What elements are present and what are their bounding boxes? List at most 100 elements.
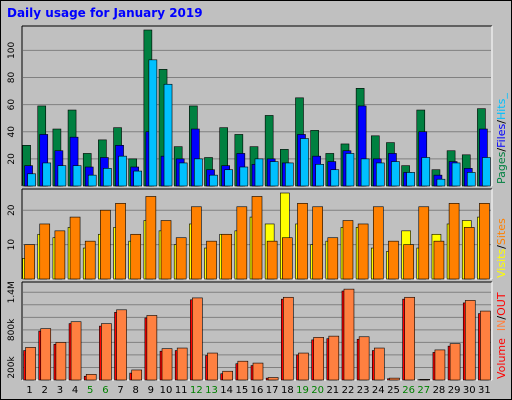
bar-in xyxy=(434,349,446,381)
bar-sites xyxy=(69,216,81,280)
bar-in xyxy=(40,328,52,381)
bar-sites xyxy=(327,237,339,280)
bar-sites xyxy=(297,203,308,280)
bar-hits xyxy=(482,157,491,187)
x-tick-label: 2 xyxy=(42,385,48,396)
bar-in xyxy=(222,370,233,381)
y-tick-label: 100 xyxy=(7,41,17,58)
bar-in xyxy=(328,335,340,381)
x-tick-label: 24 xyxy=(372,385,385,396)
bar-in xyxy=(389,377,400,381)
bar-hits xyxy=(375,162,385,187)
bar-in xyxy=(55,342,67,381)
y-tick-label: 800k xyxy=(7,318,17,341)
bar-sites xyxy=(463,227,475,280)
bar-hits xyxy=(178,162,188,187)
side-label-segment: / xyxy=(495,245,508,249)
bar-in xyxy=(298,352,309,381)
side-label-segment: Sites xyxy=(495,218,508,246)
bar-hits xyxy=(209,174,218,187)
bar-sites xyxy=(266,240,278,280)
x-tick-label: 12 xyxy=(190,385,203,396)
bar-hits xyxy=(163,83,173,187)
x-tick-label: 31 xyxy=(478,385,491,396)
bar-hits xyxy=(315,163,324,187)
bar-hits xyxy=(451,162,461,187)
bar-in xyxy=(267,377,279,381)
bar-sites xyxy=(175,237,187,280)
bar-sites xyxy=(418,206,430,280)
bar-sites xyxy=(388,240,399,280)
x-tick-label: 10 xyxy=(160,385,173,396)
bar-sites xyxy=(84,240,96,280)
y-tick-label: 10 xyxy=(7,239,17,251)
bar-sites xyxy=(236,206,248,280)
bar-sites xyxy=(39,223,51,280)
x-tick-label: 16 xyxy=(251,385,264,396)
x-tick-label: 23 xyxy=(357,385,370,396)
bar-hits xyxy=(421,157,431,187)
bar-in xyxy=(85,374,97,381)
bar-hits xyxy=(406,172,415,187)
bar-sites xyxy=(251,196,263,280)
x-tick-label: 6 xyxy=(102,385,108,396)
bar-in xyxy=(70,321,82,381)
bar-in xyxy=(116,309,127,381)
bar-in xyxy=(161,348,173,381)
bar-in xyxy=(449,343,461,381)
x-tick-label: 21 xyxy=(326,385,339,396)
bar-in xyxy=(358,336,370,381)
bar-hits xyxy=(87,174,97,187)
bar-sites xyxy=(433,240,445,280)
x-tick-label: 30 xyxy=(463,385,476,396)
bar-sites xyxy=(312,206,323,280)
bar-in xyxy=(419,379,431,381)
bar-sites xyxy=(342,220,354,280)
side-label-segment xyxy=(495,331,508,338)
x-tick-label: 22 xyxy=(342,385,355,396)
bar-sites xyxy=(160,220,172,280)
x-tick-label: 3 xyxy=(57,385,63,396)
bar-hits xyxy=(194,158,203,187)
x-tick-label: 29 xyxy=(448,385,461,396)
x-tick-label: 19 xyxy=(296,385,309,396)
bar-in xyxy=(146,315,158,381)
bar-hits xyxy=(300,138,309,187)
bar-hits xyxy=(391,161,400,187)
bar-sites xyxy=(100,209,111,280)
y-tick-label: 200k xyxy=(7,355,17,378)
bar-hits xyxy=(345,153,355,187)
bar-in xyxy=(283,296,294,381)
bar-sites xyxy=(479,203,490,280)
x-tick-label: 1 xyxy=(26,385,32,396)
bar-hits xyxy=(360,158,370,187)
x-tick-label: 4 xyxy=(72,385,78,396)
bar-hits xyxy=(57,165,67,187)
bar-sites xyxy=(221,233,232,280)
side-label-segment: Volume xyxy=(495,338,508,379)
side-label-segment: Hits_ xyxy=(495,93,508,121)
bar-sites xyxy=(191,206,202,280)
bar-sites xyxy=(145,196,157,280)
bar-hits xyxy=(436,178,446,187)
x-tick-label: 25 xyxy=(387,385,400,396)
x-tick-label: 18 xyxy=(281,385,294,396)
bar-in xyxy=(207,352,218,381)
x-tick-label: 15 xyxy=(235,385,248,396)
bar-in xyxy=(404,296,415,381)
x-tick-label: 11 xyxy=(175,385,188,396)
x-tick-label: 27 xyxy=(417,385,430,396)
bar-sites xyxy=(357,223,369,280)
x-tick-label: 20 xyxy=(311,385,324,396)
bar-hits xyxy=(285,162,294,187)
bar-in xyxy=(237,360,249,381)
bar-sites xyxy=(115,203,126,280)
side-label-segment: IN xyxy=(495,319,508,332)
side-label-segment: Files xyxy=(495,123,508,148)
bar-hits xyxy=(118,155,127,187)
side-label-segment: Visits xyxy=(495,248,508,278)
bar-hits xyxy=(148,59,158,187)
bar-in xyxy=(252,362,264,381)
bar-in xyxy=(176,347,188,381)
